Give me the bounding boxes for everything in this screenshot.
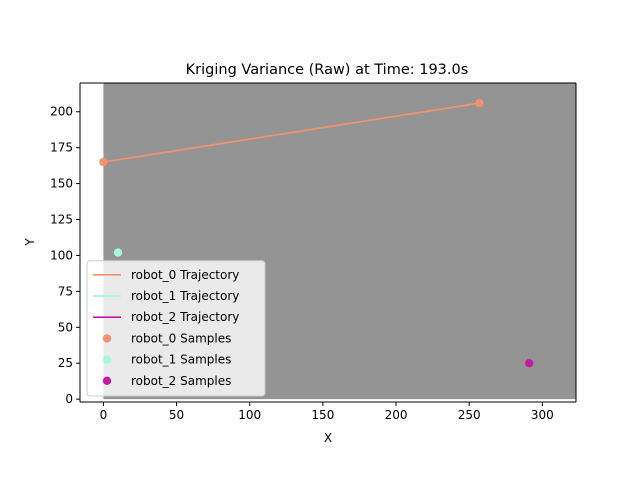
legend-box [86, 260, 266, 397]
legend-entry-label: robot_1 Samples [131, 353, 231, 367]
y-tick-label: 175 [50, 141, 73, 155]
x-tick-label: 250 [458, 408, 481, 422]
x-tick-label: 50 [169, 408, 184, 422]
x-tick-label: 0 [100, 408, 108, 422]
sample-point-3-0 [99, 157, 108, 167]
legend-entry-label: robot_0 Trajectory [131, 268, 239, 282]
legend-marker-swatch [102, 376, 112, 385]
data-marks [99, 98, 534, 368]
legend: robot_0 Trajectory robot_1 Trajectory robo… [86, 260, 266, 397]
y-tick-label: 75 [58, 284, 73, 298]
sample-point-5-0 [524, 359, 534, 368]
chart-title: Kriging Variance (Raw) at Time: 193.0s [186, 62, 469, 78]
y-tick-label: 0 [65, 392, 73, 406]
sample-point-4-0 [113, 248, 123, 257]
x-tick-label: 200 [385, 408, 408, 422]
legend-entry-label: robot_1 Trajectory [131, 289, 239, 303]
legend-entry-label: robot_2 Trajectory [131, 310, 239, 324]
y-tick-label: 125 [50, 213, 73, 227]
trajectory-line-0 [103, 102, 480, 163]
x-axis-label: X [324, 431, 332, 445]
y-axis-label: Y [23, 238, 37, 247]
legend-marker-swatch [102, 355, 112, 364]
y-tick-label: 100 [50, 248, 73, 262]
x-tick-label: 150 [311, 408, 334, 422]
sample-point-3-1 [475, 98, 484, 108]
x-tick-label: 100 [238, 408, 261, 422]
legend-entry-label: robot_2 Samples [131, 374, 231, 388]
y-tick-label: 50 [58, 320, 73, 334]
axes: 0 50 100 150 200 250 300 0 25 50 75 100 125 150 175 200 [50, 82, 577, 422]
legend-marker-swatch [102, 334, 112, 343]
legend-entry-label: robot_0 Samples [131, 331, 231, 345]
y-tick-label: 200 [50, 105, 73, 119]
y-tick-label: 25 [58, 356, 73, 370]
y-tick-label: 150 [50, 177, 73, 191]
x-tick-label: 300 [531, 408, 554, 422]
